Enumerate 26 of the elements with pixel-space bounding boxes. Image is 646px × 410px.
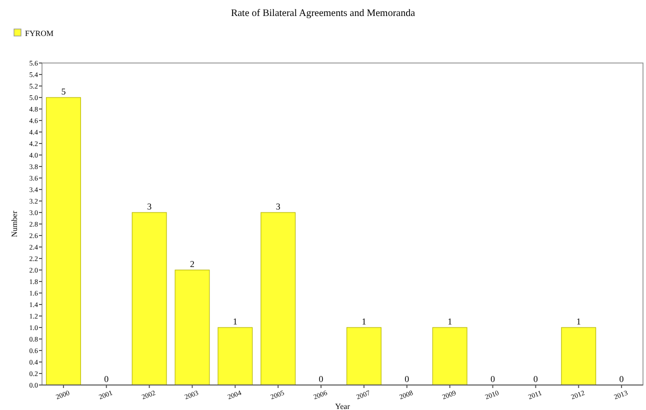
bar [174, 270, 210, 386]
data-label: 0 [490, 374, 496, 384]
data-label: 0 [619, 374, 624, 384]
legend-label: FYROM [25, 29, 54, 38]
data-label: 1 [362, 316, 366, 326]
data-label: 3 [276, 202, 281, 212]
data-label: 2 [190, 259, 194, 269]
data-label: 0 [318, 374, 324, 384]
data-label: 0 [104, 374, 110, 384]
data-label: 5 [61, 86, 66, 96]
y-axis-title: Number [10, 210, 19, 238]
data-label: 1 [576, 316, 581, 326]
bar [46, 97, 81, 386]
bar [260, 212, 296, 386]
bar [132, 212, 167, 386]
bar [561, 327, 596, 386]
x-axis-title: Year [335, 402, 350, 410]
chart-title: Rate of Bilateral Agreements and Memoranda [230, 8, 416, 19]
data-label: 1 [448, 316, 452, 326]
bar [218, 327, 253, 386]
bar [346, 327, 382, 386]
data-label: 0 [404, 374, 410, 384]
data-label: 1 [232, 316, 238, 326]
bar [432, 327, 468, 386]
data-label: 3 [147, 202, 152, 212]
data-label: 0 [533, 374, 538, 384]
